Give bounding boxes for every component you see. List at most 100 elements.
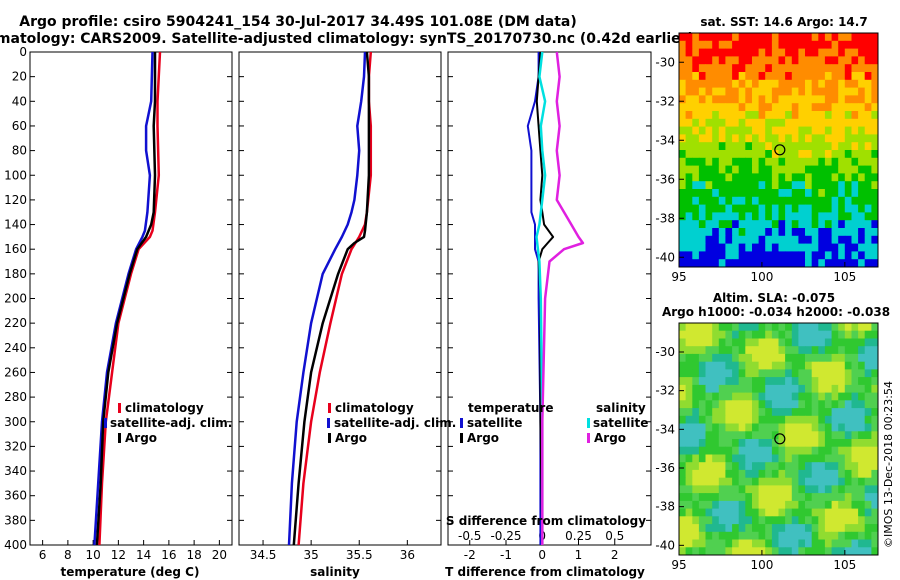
- map-cell: [791, 228, 799, 237]
- map-cell: [838, 524, 846, 533]
- map-cell: [679, 259, 687, 268]
- map-cell: [818, 228, 826, 237]
- map-cell: [858, 338, 866, 347]
- map-cell: [765, 446, 773, 455]
- map-cell: [758, 369, 766, 378]
- map-cell: [858, 524, 866, 533]
- map-cell: [871, 189, 879, 198]
- map-cell: [811, 56, 819, 65]
- map-cell: [732, 259, 740, 268]
- map-cell: [838, 103, 846, 112]
- map-cell: [758, 181, 766, 190]
- map-cell: [679, 204, 687, 213]
- map-cell: [725, 103, 733, 112]
- map-cell: [811, 235, 819, 245]
- x-tick-label: 0: [538, 548, 546, 562]
- map-cell: [811, 323, 819, 332]
- map-cell: [692, 524, 700, 533]
- map-cell: [831, 173, 839, 182]
- map-cell: [811, 353, 819, 363]
- map-cell: [771, 259, 779, 268]
- map-cell: [738, 454, 746, 463]
- map-cell: [738, 547, 746, 556]
- map-cell: [745, 508, 753, 517]
- map-cell: [765, 346, 773, 355]
- map-cell: [745, 446, 753, 455]
- map-cell: [844, 516, 852, 525]
- map-cell: [758, 189, 766, 198]
- map-cell: [692, 346, 700, 355]
- map-cell: [692, 547, 700, 556]
- map-cell: [838, 462, 846, 471]
- map-cell: [705, 392, 713, 401]
- map-cell: [685, 87, 693, 96]
- map-cell: [679, 493, 687, 502]
- map-cell: [785, 259, 793, 268]
- legend-swatch-s-argo: [587, 433, 590, 443]
- map-cell: [679, 338, 687, 347]
- map-cell: [864, 204, 872, 213]
- map-cell: [679, 228, 687, 237]
- map-cell: [732, 346, 740, 355]
- map-cell: [758, 48, 766, 57]
- map-cell: [698, 118, 706, 128]
- imos-credit: ©IMOS 13-Dec-2018 00:23:54: [882, 381, 895, 548]
- map-cell: [824, 95, 832, 104]
- map-cell: [811, 454, 819, 463]
- map-cell: [871, 493, 879, 502]
- map-cell: [811, 485, 819, 494]
- map-cell: [718, 547, 726, 556]
- map-cell: [864, 477, 872, 486]
- map-cell: [871, 64, 879, 73]
- map-cell: [851, 446, 859, 455]
- map-cell: [851, 126, 859, 135]
- map-cell: [758, 157, 766, 167]
- map-cell: [725, 469, 733, 479]
- map-y-tick-label: -38: [655, 500, 675, 514]
- map-cell: [805, 454, 813, 463]
- map-cell: [844, 142, 852, 151]
- map-cell: [758, 173, 766, 182]
- map-cell: [679, 103, 687, 112]
- map-cell: [791, 439, 799, 448]
- map-cell: [824, 40, 832, 50]
- map-cell: [745, 493, 753, 502]
- map-cell: [798, 369, 806, 378]
- map-cell: [771, 377, 779, 386]
- map-cell: [864, 531, 872, 540]
- map-cell: [831, 539, 839, 548]
- map-cell: [685, 103, 693, 112]
- map-cell: [864, 64, 872, 73]
- map-cell: [712, 524, 720, 533]
- map-cell: [858, 220, 866, 229]
- map-cell: [698, 134, 706, 143]
- map-cell: [771, 87, 779, 96]
- map-cell: [871, 415, 879, 424]
- map-cell: [798, 408, 806, 417]
- map-cell: [858, 118, 866, 128]
- map-cell: [818, 493, 826, 502]
- map-cell: [732, 423, 740, 432]
- map-cell: [824, 369, 832, 378]
- map-cell: [725, 181, 733, 190]
- map-cell: [805, 181, 813, 190]
- map-cell: [858, 408, 866, 417]
- map-cell: [679, 196, 687, 206]
- map-cell: [692, 259, 700, 268]
- map-cell: [778, 477, 786, 486]
- map-cell: [725, 524, 733, 533]
- map-cell: [732, 462, 740, 471]
- map-cell: [758, 408, 766, 417]
- map-cell: [811, 64, 819, 73]
- map-cell: [818, 196, 826, 206]
- map-cell: [791, 134, 799, 143]
- map-cell: [831, 493, 839, 502]
- map-cell: [858, 330, 866, 339]
- map-cell: [692, 95, 700, 104]
- map-cell: [752, 384, 760, 394]
- map-cell: [824, 524, 832, 533]
- map-cell: [864, 508, 872, 517]
- map-cell: [712, 40, 720, 50]
- map-cell: [824, 251, 832, 260]
- map-cell: [712, 33, 720, 42]
